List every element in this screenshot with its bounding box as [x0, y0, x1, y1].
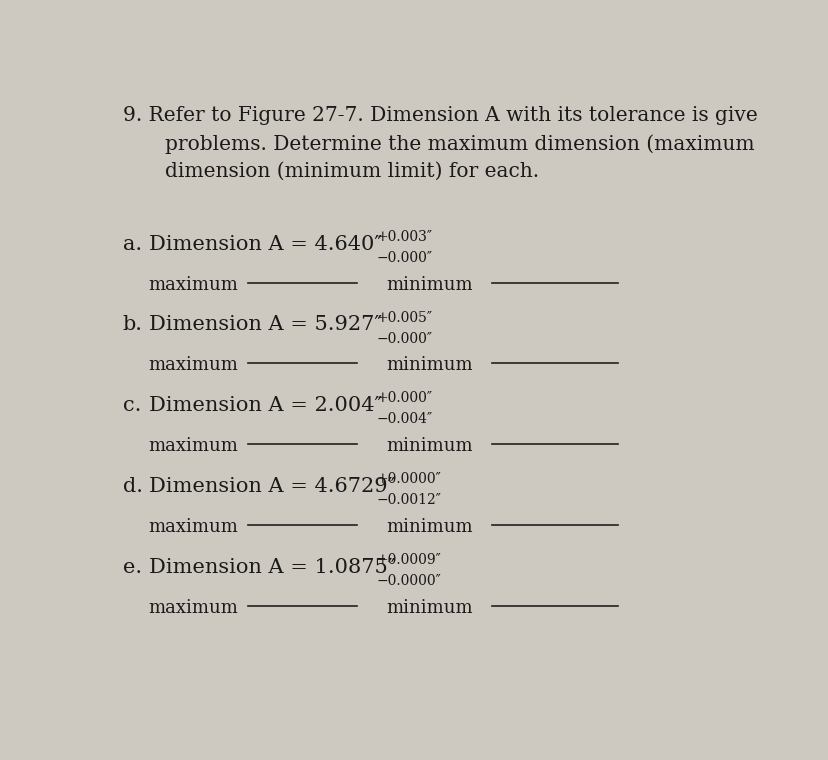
Text: Dimension A = 2.004″: Dimension A = 2.004″ — [148, 396, 382, 415]
Text: Dimension A = 5.927″: Dimension A = 5.927″ — [148, 315, 381, 334]
Text: −0.000″: −0.000″ — [376, 331, 432, 346]
Text: −0.0000″: −0.0000″ — [376, 574, 440, 588]
Text: Dimension A = 4.6729″: Dimension A = 4.6729″ — [148, 477, 394, 496]
Text: +0.000″: +0.000″ — [376, 391, 432, 405]
Text: minimum: minimum — [386, 437, 472, 455]
Text: c.: c. — [123, 396, 141, 415]
Text: +0.003″: +0.003″ — [376, 230, 432, 244]
Text: minimum: minimum — [386, 356, 472, 374]
Text: Dimension A = 1.0875″: Dimension A = 1.0875″ — [148, 558, 395, 577]
Text: +0.0009″: +0.0009″ — [376, 553, 440, 567]
Text: +0.005″: +0.005″ — [376, 311, 432, 325]
Text: maximum: maximum — [148, 518, 238, 536]
Text: −0.0012″: −0.0012″ — [376, 493, 441, 507]
Text: minimum: minimum — [386, 599, 472, 616]
Text: maximum: maximum — [148, 276, 238, 293]
Text: maximum: maximum — [148, 356, 238, 374]
Text: −0.004″: −0.004″ — [376, 413, 432, 426]
Text: a.: a. — [123, 235, 142, 254]
Text: d.: d. — [123, 477, 142, 496]
Text: b.: b. — [123, 315, 142, 334]
Text: problems. Determine the maximum dimension (maximum: problems. Determine the maximum dimensio… — [165, 134, 753, 154]
Text: dimension (minimum limit) for each.: dimension (minimum limit) for each. — [165, 162, 538, 181]
Text: minimum: minimum — [386, 518, 472, 536]
Text: +0.0000″: +0.0000″ — [376, 472, 440, 486]
Text: maximum: maximum — [148, 437, 238, 455]
Text: maximum: maximum — [148, 599, 238, 616]
Text: Dimension A = 4.640″: Dimension A = 4.640″ — [148, 235, 381, 254]
Text: e.: e. — [123, 558, 142, 577]
Text: minimum: minimum — [386, 276, 472, 293]
Text: −0.000″: −0.000″ — [376, 251, 432, 265]
Text: 9. Refer to Figure 27-7. Dimension A with its tolerance is give: 9. Refer to Figure 27-7. Dimension A wit… — [123, 106, 757, 125]
